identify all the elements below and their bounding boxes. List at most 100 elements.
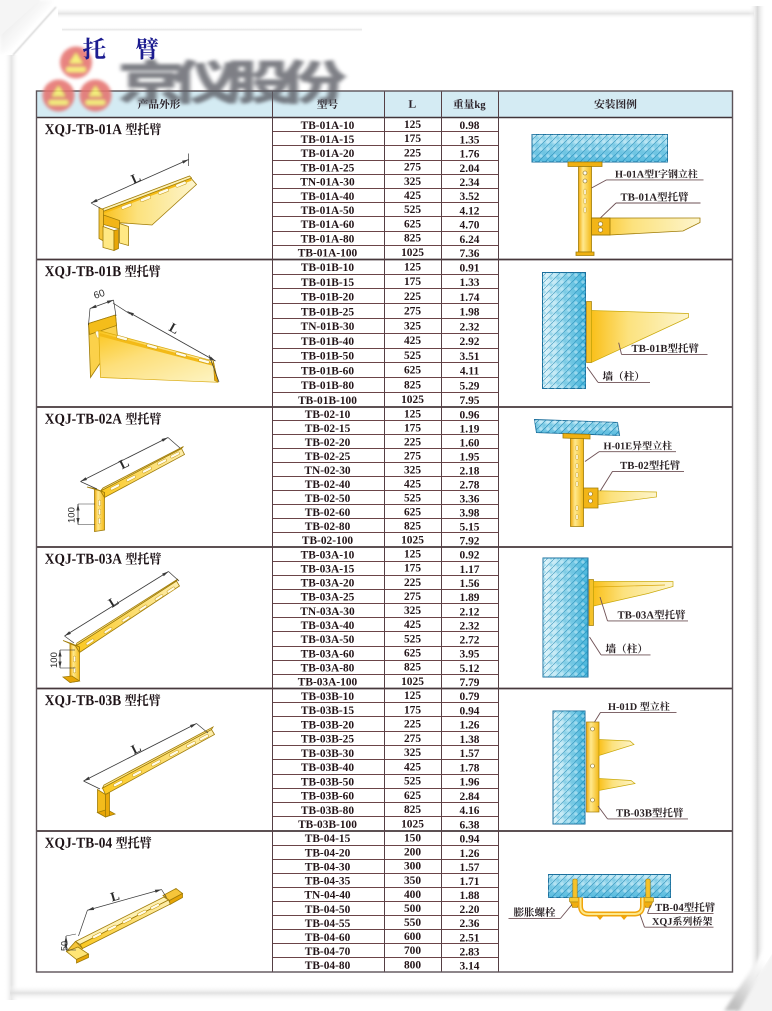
- svg-text:TB-01A-25: TB-01A-25: [301, 162, 355, 174]
- svg-text:TB-02-10: TB-02-10: [305, 409, 351, 421]
- svg-text:TB-04-15: TB-04-15: [305, 833, 351, 845]
- svg-text:400: 400: [404, 889, 421, 901]
- svg-text:225: 225: [404, 291, 421, 303]
- svg-text:TB-01A-20: TB-01A-20: [301, 148, 355, 160]
- svg-text:200: 200: [404, 847, 421, 859]
- svg-text:TN-01B-30: TN-01B-30: [301, 321, 355, 333]
- svg-text:1.60: 1.60: [460, 438, 480, 450]
- svg-text:TB-03A-20: TB-03A-20: [301, 578, 355, 590]
- svg-text:TB-04-35: TB-04-35: [305, 876, 351, 888]
- svg-text:TB-03B-80: TB-03B-80: [301, 805, 354, 817]
- svg-text:TB-03A-100: TB-03A-100: [298, 677, 358, 689]
- svg-text:825: 825: [404, 379, 421, 391]
- svg-text:2.84: 2.84: [460, 791, 480, 803]
- svg-text:6.24: 6.24: [460, 234, 480, 246]
- svg-text:TB-03B-25: TB-03B-25: [301, 734, 354, 746]
- svg-text:7.92: 7.92: [460, 536, 480, 548]
- svg-text:TB-01B-100: TB-01B-100: [298, 395, 357, 407]
- svg-text:60: 60: [92, 288, 107, 302]
- svg-text:525: 525: [404, 492, 421, 504]
- svg-text:1.71: 1.71: [460, 876, 480, 888]
- svg-text:TB-01B-25: TB-01B-25: [301, 306, 354, 318]
- svg-text:1.57: 1.57: [460, 748, 480, 760]
- svg-text:1.88: 1.88: [460, 890, 480, 902]
- svg-text:TB-01A-15: TB-01A-15: [301, 134, 355, 146]
- svg-text:525: 525: [404, 776, 421, 788]
- svg-text:TB-01A-100: TB-01A-100: [298, 248, 358, 260]
- svg-text:325: 325: [404, 176, 421, 188]
- svg-text:5.15: 5.15: [460, 522, 480, 534]
- svg-text:825: 825: [404, 233, 421, 245]
- svg-text:1025: 1025: [401, 394, 424, 406]
- svg-text:7.36: 7.36: [460, 248, 480, 260]
- svg-text:TB-03B-100: TB-03B-100: [298, 819, 357, 831]
- svg-text:TB-02-20: TB-02-20: [305, 437, 351, 449]
- svg-text:0.91: 0.91: [460, 263, 480, 275]
- svg-text:TB-01B-15: TB-01B-15: [301, 277, 354, 289]
- svg-text:2.04: 2.04: [460, 163, 480, 175]
- svg-text:275: 275: [404, 306, 421, 318]
- svg-text:500: 500: [404, 903, 421, 915]
- svg-text:0.98: 0.98: [460, 120, 480, 132]
- svg-text:2.72: 2.72: [460, 635, 480, 647]
- svg-text:TB-04-50: TB-04-50: [305, 904, 351, 916]
- svg-text:TB-02-25: TB-02-25: [305, 451, 351, 463]
- svg-text:0.96: 0.96: [460, 410, 480, 422]
- svg-text:3.52: 3.52: [460, 191, 480, 203]
- svg-text:TB-01A-10: TB-01A-10: [301, 120, 355, 132]
- svg-text:0.94: 0.94: [460, 834, 480, 846]
- svg-text:1.98: 1.98: [460, 307, 480, 319]
- svg-text:TB-01A-40: TB-01A-40: [301, 191, 355, 203]
- svg-text:1.19: 1.19: [460, 424, 480, 436]
- svg-text:600: 600: [404, 931, 421, 943]
- svg-text:TB-03B-40: TB-03B-40: [301, 762, 354, 774]
- svg-text:0.94: 0.94: [460, 706, 480, 718]
- svg-text:3.51: 3.51: [460, 351, 480, 363]
- svg-text:125: 125: [404, 408, 421, 420]
- svg-text:275: 275: [404, 733, 421, 745]
- svg-text:150: 150: [404, 833, 421, 845]
- svg-text:4.16: 4.16: [460, 805, 480, 817]
- svg-text:2.78: 2.78: [460, 480, 480, 492]
- svg-text:4.70: 4.70: [460, 220, 480, 232]
- svg-text:1025: 1025: [401, 247, 424, 259]
- svg-text:TB-01B-10: TB-01B-10: [301, 262, 354, 274]
- svg-text:625: 625: [404, 365, 421, 377]
- svg-text:1025: 1025: [401, 676, 424, 688]
- svg-text:550: 550: [404, 917, 421, 929]
- svg-text:TB-03B-30: TB-03B-30: [301, 748, 354, 760]
- svg-text:TB-03A-25: TB-03A-25: [301, 592, 355, 604]
- svg-text:1.17: 1.17: [460, 564, 480, 576]
- svg-text:225: 225: [404, 436, 421, 448]
- svg-text:1.33: 1.33: [460, 277, 480, 289]
- svg-text:175: 175: [404, 563, 421, 575]
- svg-text:TB-01B-20: TB-01B-20: [301, 292, 354, 304]
- svg-text:TB-03B-60: TB-03B-60: [301, 791, 354, 803]
- svg-text:325: 325: [404, 747, 421, 759]
- svg-text:800: 800: [404, 959, 421, 971]
- svg-text:1.26: 1.26: [460, 848, 480, 860]
- svg-text:2.92: 2.92: [460, 336, 480, 348]
- svg-text:TB-02-50: TB-02-50: [305, 493, 351, 505]
- svg-text:1.78: 1.78: [460, 763, 480, 775]
- svg-text:1.95: 1.95: [460, 452, 480, 464]
- svg-text:3.95: 3.95: [460, 649, 480, 661]
- svg-text:7.95: 7.95: [460, 395, 480, 407]
- svg-text:TB-03A-60: TB-03A-60: [301, 648, 355, 660]
- svg-text:1.56: 1.56: [460, 578, 480, 590]
- svg-text:350: 350: [404, 875, 421, 887]
- svg-text:2.34: 2.34: [460, 177, 480, 189]
- svg-text:825: 825: [404, 520, 421, 532]
- svg-text:7.79: 7.79: [460, 677, 480, 689]
- svg-text:300: 300: [404, 861, 421, 873]
- svg-text:TN-04-40: TN-04-40: [304, 890, 350, 902]
- svg-text:625: 625: [404, 218, 421, 230]
- svg-text:1.57: 1.57: [460, 862, 480, 874]
- svg-text:TB-03A-40: TB-03A-40: [301, 620, 355, 632]
- svg-text:4.11: 4.11: [460, 366, 480, 378]
- svg-text:125: 125: [404, 119, 421, 131]
- svg-text:125: 125: [404, 549, 421, 561]
- svg-text:TB-01B-60: TB-01B-60: [301, 365, 354, 377]
- svg-text:TB-03A-80: TB-03A-80: [301, 663, 355, 675]
- svg-text:275: 275: [404, 591, 421, 603]
